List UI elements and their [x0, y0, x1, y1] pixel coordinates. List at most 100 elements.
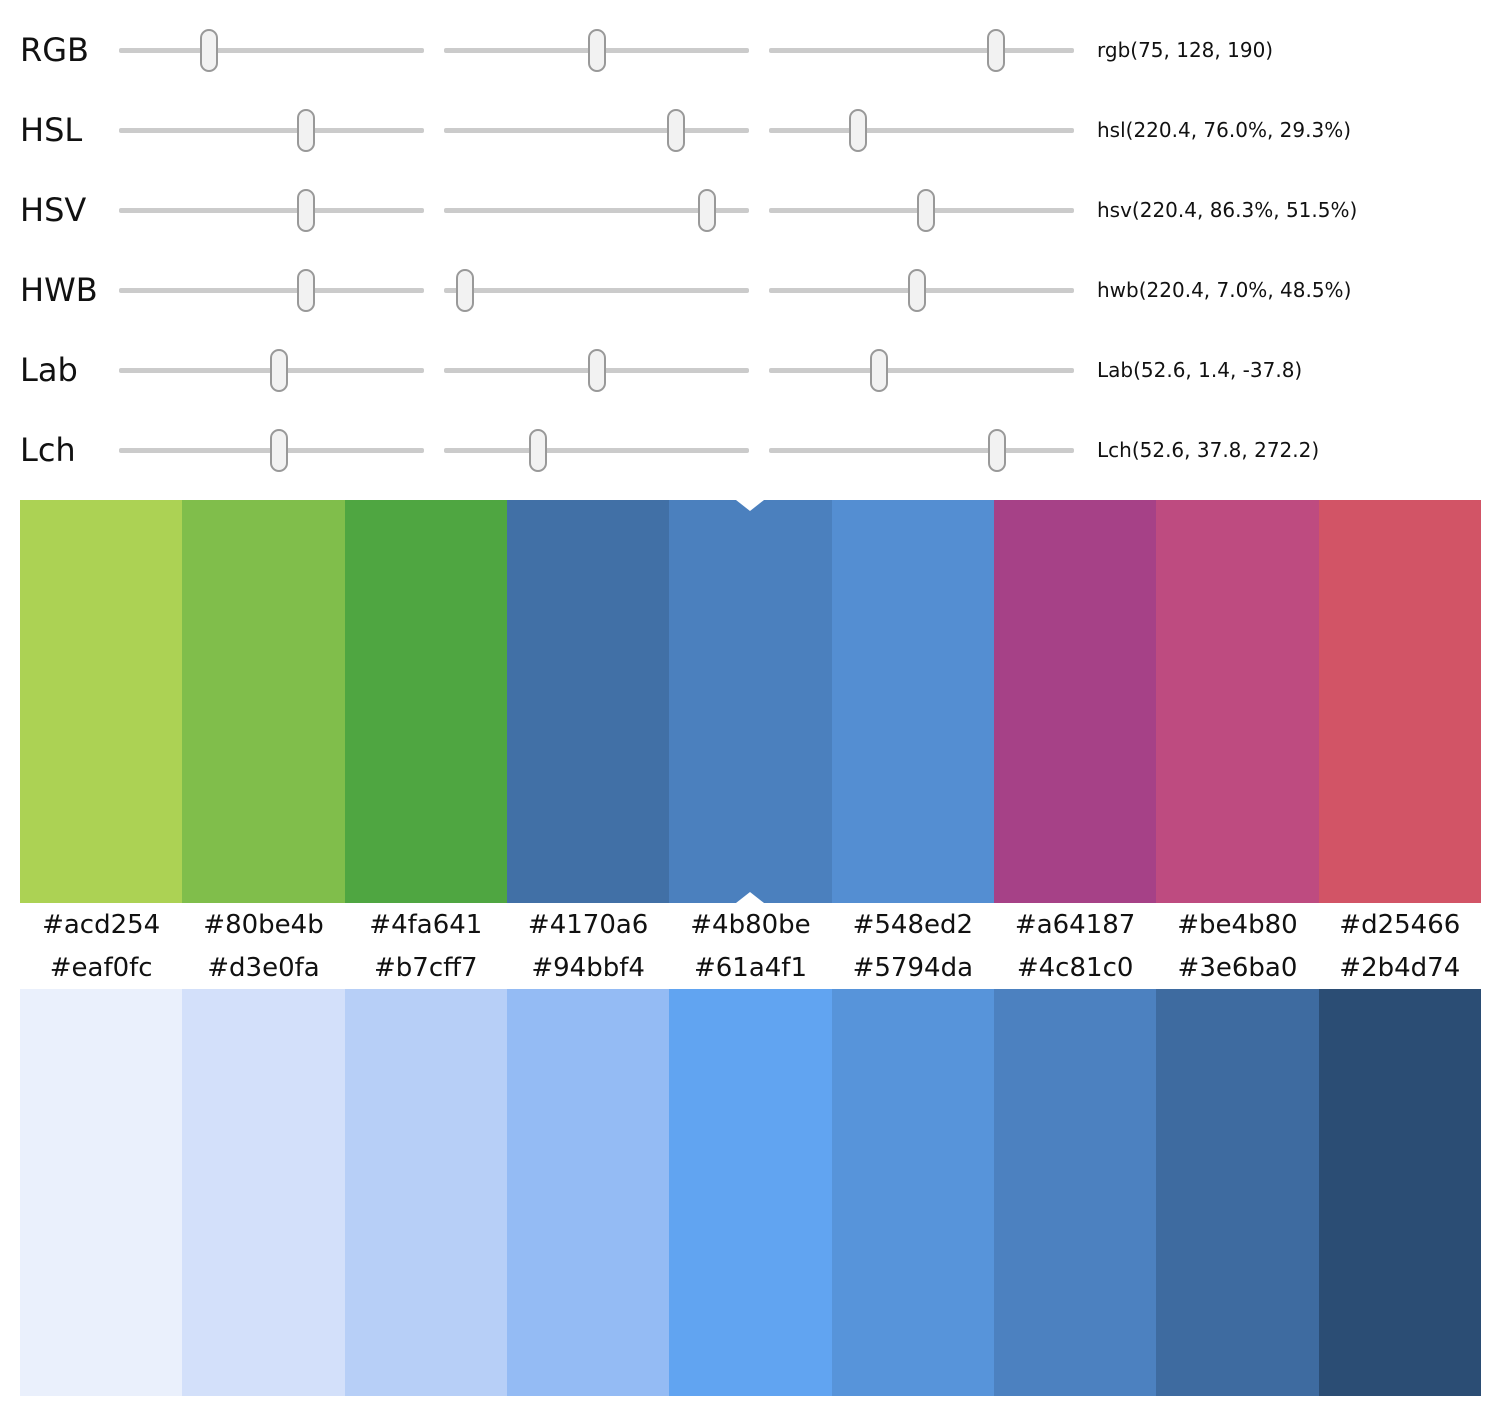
slider-hsl-1[interactable]	[119, 105, 424, 155]
slider-track[interactable]	[119, 47, 424, 53]
slider-row-rgb: RGB rgb(75, 128, 190)	[0, 10, 1501, 90]
selection-notch-bottom-icon	[736, 892, 765, 903]
swatch-top-8[interactable]	[1156, 500, 1319, 903]
slider-hwb-3[interactable]	[769, 265, 1074, 315]
slider-thumb[interactable]	[698, 188, 717, 232]
swatch-top-4[interactable]	[506, 500, 670, 903]
bottom-palette	[20, 989, 1481, 1396]
swatch-bottom-4[interactable]	[506, 989, 670, 1396]
slider-thumb[interactable]	[917, 188, 936, 232]
hex-label: #d25466	[1339, 909, 1461, 940]
swatch-bottom-9[interactable]	[1318, 989, 1481, 1396]
slider-rgb-1[interactable]	[119, 25, 424, 75]
slider-hwb-1[interactable]	[119, 265, 424, 315]
slider-track[interactable]	[444, 127, 749, 133]
swatch-top-6[interactable]	[831, 500, 994, 903]
hex-label: #d3e0fa	[207, 952, 320, 983]
slider-row-hsl: HSL hsl(220.4, 76.0%, 29.3%)	[0, 90, 1501, 170]
hex-label: #3e6ba0	[1177, 952, 1298, 983]
hex-label: #a64187	[1014, 909, 1136, 940]
slider-track[interactable]	[769, 127, 1074, 133]
slider-thumb[interactable]	[987, 28, 1006, 72]
slider-track[interactable]	[769, 47, 1074, 53]
slider-rgb-3[interactable]	[769, 25, 1074, 75]
slider-thumb[interactable]	[666, 108, 685, 152]
swatch-top-7[interactable]	[993, 500, 1157, 903]
hex-label-row-top: #acd254 #80be4b #4fa641 #4170a6 #4b80be #548e…	[20, 903, 1481, 946]
slider-row-hwb: HWB hwb(220.4, 7.0%, 48.5%)	[0, 250, 1501, 330]
slider-row-hsv: HSV hsv(220.4, 86.3%, 51.5%)	[0, 170, 1501, 250]
slider-panel: RGB rgb(75, 128, 190) HSL hsl(220.4, 76.0%,…	[0, 0, 1501, 490]
slider-lch-2[interactable]	[444, 425, 749, 475]
slider-lch-3[interactable]	[769, 425, 1074, 475]
swatch-bottom-1[interactable]	[20, 989, 183, 1396]
slider-hsl-3[interactable]	[769, 105, 1074, 155]
slider-thumb[interactable]	[296, 188, 315, 232]
colorspace-label-lab: Lab	[20, 351, 78, 389]
slider-track[interactable]	[119, 207, 424, 213]
slider-rgb-2[interactable]	[444, 25, 749, 75]
swatch-top-5[interactable]	[669, 500, 832, 903]
slider-hsv-1[interactable]	[119, 185, 424, 235]
top-palette	[20, 500, 1481, 903]
slider-thumb[interactable]	[988, 428, 1007, 472]
color-value-text-hwb: hwb(220.4, 7.0%, 48.5%)	[1097, 278, 1352, 302]
swatch-bottom-6[interactable]	[831, 989, 994, 1396]
slider-thumb[interactable]	[270, 428, 289, 472]
slider-lab-1[interactable]	[119, 345, 424, 395]
slider-lch-1[interactable]	[119, 425, 424, 475]
hex-label-row-bottom: #eaf0fc #d3e0fa #b7cff7 #94bbf4 #61a4f1 #5794…	[20, 946, 1481, 989]
colorspace-label-lch: Lch	[20, 431, 76, 469]
slider-track[interactable]	[444, 447, 749, 453]
slider-thumb[interactable]	[456, 268, 475, 312]
slider-thumb[interactable]	[270, 348, 289, 392]
hex-label: #80be4b	[203, 909, 324, 940]
slider-hsv-2[interactable]	[444, 185, 749, 235]
slider-thumb[interactable]	[870, 348, 889, 392]
slider-lab-2[interactable]	[444, 345, 749, 395]
colorspace-label-hsv: HSV	[20, 191, 87, 229]
swatch-top-3[interactable]	[344, 500, 507, 903]
hex-label: #2b4d74	[1339, 952, 1461, 983]
hex-label: #acd254	[42, 909, 161, 940]
swatch-bottom-2[interactable]	[182, 989, 345, 1396]
slider-row-lab: Lab Lab(52.6, 1.4, -37.8)	[0, 330, 1501, 410]
swatch-bottom-3[interactable]	[344, 989, 507, 1396]
swatch-bottom-8[interactable]	[1156, 989, 1319, 1396]
slider-track[interactable]	[444, 287, 749, 293]
swatch-top-2[interactable]	[182, 500, 345, 903]
slider-thumb[interactable]	[849, 108, 868, 152]
slider-thumb[interactable]	[296, 268, 315, 312]
slider-hsv-3[interactable]	[769, 185, 1074, 235]
swatch-top-9[interactable]	[1318, 500, 1481, 903]
slider-hwb-2[interactable]	[444, 265, 749, 315]
slider-thumb[interactable]	[528, 428, 547, 472]
slider-thumb[interactable]	[588, 28, 607, 72]
colorspace-label-hsl: HSL	[20, 111, 83, 149]
slider-thumb[interactable]	[907, 268, 926, 312]
colorspace-label-rgb: RGB	[20, 31, 89, 69]
hex-label: #94bbf4	[531, 952, 645, 983]
slider-thumb[interactable]	[199, 28, 218, 72]
swatch-top-1[interactable]	[20, 500, 183, 903]
slider-track[interactable]	[769, 367, 1074, 373]
selection-notch-top-icon	[736, 500, 765, 511]
hex-label: #b7cff7	[374, 952, 478, 983]
hex-label: #548ed2	[852, 909, 974, 940]
hex-label: #eaf0fc	[49, 952, 153, 983]
slider-track[interactable]	[444, 207, 749, 213]
slider-track[interactable]	[119, 127, 424, 133]
swatch-bottom-5[interactable]	[669, 989, 832, 1396]
slider-lab-3[interactable]	[769, 345, 1074, 395]
slider-hsl-2[interactable]	[444, 105, 749, 155]
hex-label: #4c81c0	[1016, 952, 1134, 983]
hex-label: #be4b80	[1177, 909, 1298, 940]
slider-track[interactable]	[119, 287, 424, 293]
slider-track[interactable]	[769, 447, 1074, 453]
slider-thumb[interactable]	[296, 108, 315, 152]
slider-thumb[interactable]	[588, 348, 607, 392]
color-value-text-lab: Lab(52.6, 1.4, -37.8)	[1097, 358, 1303, 382]
color-value-text-hsv: hsv(220.4, 86.3%, 51.5%)	[1097, 198, 1358, 222]
hex-label: #4170a6	[527, 909, 649, 940]
swatch-bottom-7[interactable]	[993, 989, 1157, 1396]
